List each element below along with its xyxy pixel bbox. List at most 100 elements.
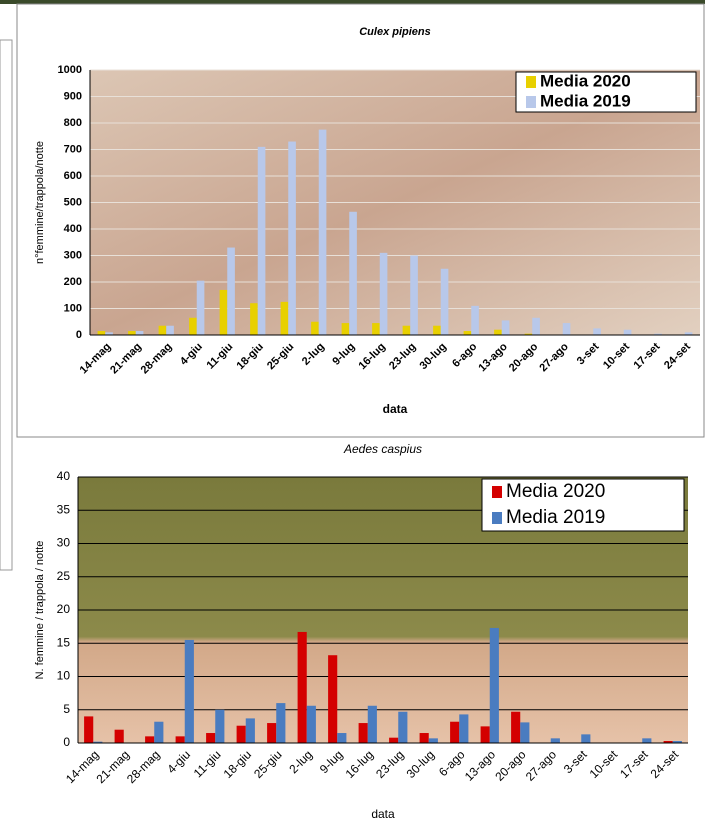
bar [297, 631, 307, 743]
bar [267, 723, 277, 743]
bar [196, 280, 205, 335]
bar [398, 711, 408, 743]
bar [672, 741, 682, 743]
bar [189, 317, 197, 335]
bar [257, 146, 266, 335]
bar [97, 331, 106, 335]
y-tick-label: 0 [76, 329, 82, 341]
bar [166, 325, 174, 335]
y-tick-label: 100 [64, 302, 82, 314]
bar [318, 129, 327, 335]
x-tick-label: 30-lug [404, 747, 437, 780]
x-tick-label: 14-mag [63, 747, 102, 786]
x-axis-label: data [383, 402, 408, 416]
legend-label: Media 2019 [540, 91, 631, 110]
y-tick-label: 0 [63, 735, 70, 749]
x-tick-label: 18-giu [221, 747, 254, 780]
bar [379, 252, 388, 335]
y-tick-label: 200 [64, 276, 82, 288]
bar [84, 716, 94, 743]
bar [337, 733, 347, 743]
bar [471, 305, 479, 335]
bar [215, 709, 225, 743]
bar [105, 332, 113, 335]
y-tick-label: 35 [57, 502, 71, 516]
bar [663, 741, 673, 743]
bar [93, 741, 103, 743]
bar [419, 733, 429, 743]
bar [328, 655, 338, 743]
bar [684, 332, 693, 335]
bar [311, 321, 319, 335]
bar [440, 268, 449, 335]
bar [288, 141, 296, 335]
x-tick-label: 11-giu [191, 747, 224, 780]
bar [349, 211, 357, 335]
y-tick-label: 700 [64, 143, 82, 155]
bar [524, 333, 533, 335]
y-tick-label: 10 [57, 669, 71, 683]
side-frame [0, 39, 13, 571]
bar [389, 737, 399, 743]
y-tick-label: 30 [57, 536, 71, 550]
bar [402, 325, 411, 335]
legend-label: Media 2019 [506, 507, 605, 528]
bar [459, 714, 469, 743]
bar [158, 325, 167, 335]
bar [501, 320, 510, 335]
bar [145, 736, 155, 743]
x-tick-label: 16-lug [343, 747, 376, 780]
bar [410, 255, 418, 335]
bar [114, 729, 124, 743]
bar [154, 721, 164, 743]
bar [175, 736, 185, 743]
y-tick-label: 900 [64, 90, 82, 102]
x-tick-label: 10-set [587, 747, 621, 781]
x-tick-label: 20-ago [492, 747, 529, 784]
y-tick-label: 300 [64, 249, 82, 261]
bar [520, 722, 530, 743]
bar [276, 703, 286, 743]
bar [227, 247, 235, 335]
bar [511, 711, 521, 743]
y-axis-label: n°femmine/trappola/notte [34, 141, 46, 264]
bar [280, 301, 289, 335]
y-tick-label: 25 [57, 569, 71, 583]
bar [358, 723, 368, 743]
bar [480, 726, 490, 743]
y-tick-label: 20 [57, 602, 71, 616]
chart-title: Aedes caspius [343, 442, 422, 456]
legend-swatch [492, 486, 502, 498]
bar [532, 317, 540, 335]
x-tick-label: 27-ago [523, 747, 560, 784]
bar [623, 329, 632, 335]
bar [219, 289, 228, 335]
bar [128, 331, 136, 335]
bar [184, 639, 194, 743]
legend-swatch [492, 512, 502, 524]
bar [463, 331, 472, 335]
y-tick-label: 15 [57, 635, 71, 649]
bar [306, 705, 316, 743]
bar [654, 333, 662, 335]
y-tick-label: 5 [63, 702, 70, 716]
y-tick-label: 1000 [58, 64, 82, 76]
bar [135, 331, 144, 335]
legend-swatch [526, 76, 536, 88]
x-tick-label: 25-giu [251, 747, 284, 780]
y-tick-label: 400 [64, 223, 82, 235]
bar [372, 323, 380, 335]
bar [581, 734, 591, 743]
top-frame [0, 0, 705, 4]
x-tick-label: 9-lug [317, 747, 346, 776]
bar [433, 325, 441, 335]
x-tick-label: 24-set [648, 747, 682, 781]
y-tick-label: 600 [64, 170, 82, 182]
bar [245, 718, 255, 743]
bar [341, 323, 350, 335]
x-tick-label: 28-mag [124, 747, 163, 786]
x-tick-label: 13-ago [462, 747, 499, 784]
legend-box [481, 478, 685, 532]
